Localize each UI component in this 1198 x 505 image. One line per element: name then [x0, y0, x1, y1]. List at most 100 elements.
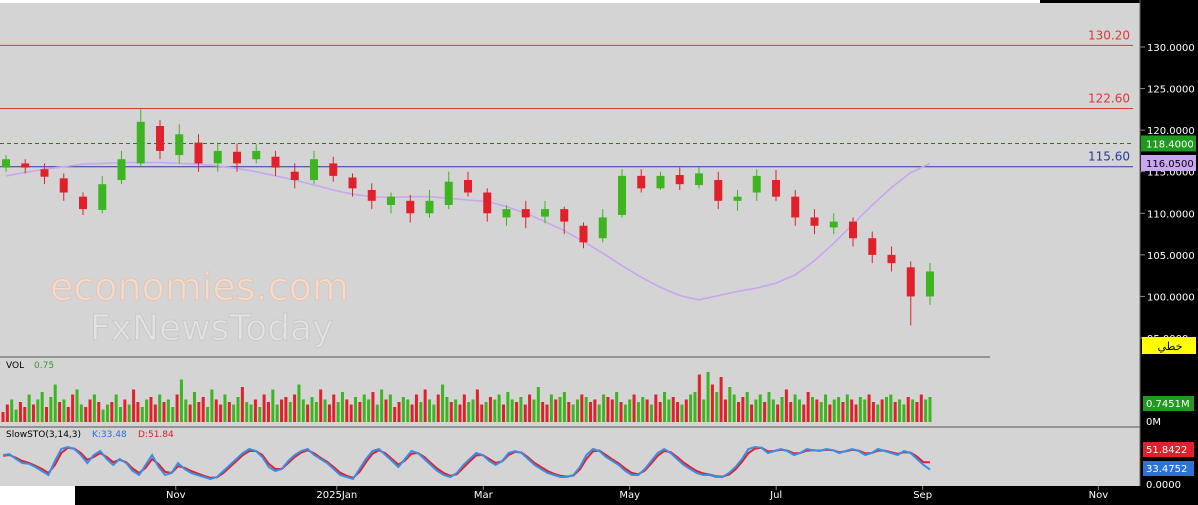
candle-body [849, 221, 857, 239]
volume-bar [166, 399, 170, 422]
volume-bar [710, 384, 714, 422]
volume-bar [771, 399, 775, 422]
volume-bar [649, 404, 653, 422]
volume-bar [119, 407, 123, 422]
volume-bar [327, 404, 331, 422]
volume-bar [397, 402, 401, 422]
volume-bar [863, 399, 867, 422]
watermark-line2: FxNewsToday [90, 308, 333, 349]
volume-bar [201, 397, 205, 422]
volume-bar [663, 392, 667, 422]
volume-bar [179, 379, 183, 422]
volume-bar [362, 394, 366, 422]
volume-bar [240, 387, 244, 422]
volume-bar [206, 407, 210, 422]
volume-bar [436, 394, 440, 422]
volume-bar [319, 389, 323, 422]
volume-bar [767, 392, 771, 422]
volume-bar [728, 387, 732, 422]
stochastic-k-label: K:33.48 [92, 430, 127, 440]
candle-body [387, 196, 395, 205]
volume-bar [175, 394, 179, 422]
volume-bar [79, 404, 83, 422]
volume-bar [737, 402, 741, 422]
volume-bar [410, 404, 414, 422]
volume-bar [110, 402, 114, 422]
volume-bar [554, 399, 558, 422]
price-badges: 118.4000 116.0500 [1141, 135, 1196, 171]
volume-bar [919, 394, 923, 422]
volume-bar [780, 397, 784, 422]
stochastic-k-line [2, 445, 931, 481]
volume-bar [832, 399, 836, 422]
volume-bar [18, 402, 22, 422]
volume-bar [49, 397, 53, 422]
candle-body [521, 209, 530, 218]
volume-bar [497, 394, 501, 422]
volume-bar [136, 402, 140, 422]
volume-zero-label: 0M [1146, 417, 1161, 428]
volume-bar [301, 399, 305, 422]
volume-badge: 0.7451M [1146, 399, 1190, 410]
mode-badge[interactable]: خطي [1158, 340, 1183, 353]
volume-bar [884, 397, 888, 422]
candle-body [59, 178, 68, 193]
candle-body [252, 150, 261, 160]
volume-bar [375, 404, 379, 422]
stochastic-d-label: D:51.84 [138, 430, 174, 440]
candle-body [560, 209, 569, 222]
candle-body [310, 159, 318, 181]
volume-bar [145, 399, 149, 422]
volume-bar [288, 402, 292, 422]
price-badge: 116.0500 [1146, 159, 1194, 170]
volume-bar [75, 389, 79, 422]
volume-bar [619, 402, 623, 422]
volume-bar [584, 397, 588, 422]
stochastic-zero-label: 0.0000 [1146, 480, 1181, 491]
volume-bar [132, 389, 136, 422]
volume-bar [10, 399, 14, 422]
volume-bar [623, 404, 627, 422]
volume-bar [62, 399, 66, 422]
volume-bar [597, 404, 601, 422]
volume-label: VOL [6, 361, 24, 371]
volume-bar [602, 394, 606, 422]
volume-bar [645, 399, 649, 422]
volume-bar [567, 402, 571, 422]
volume-bar [336, 402, 340, 422]
watermark-line1: economies.com [50, 265, 349, 309]
mode-badge-bg[interactable] [1142, 337, 1196, 354]
stochastic-k-badge-bg [1143, 461, 1194, 476]
volume-bar [589, 402, 593, 422]
candle-body [637, 175, 646, 189]
volume-bar [88, 399, 92, 422]
volume-bar [475, 389, 479, 422]
top-border-dark [1040, 0, 1140, 3]
volume-bar [123, 399, 127, 422]
volume-bar [911, 399, 915, 422]
time-tick-label: Nov [1089, 490, 1109, 501]
top-border [0, 0, 1040, 3]
candle-body [695, 173, 703, 186]
volume-bar [593, 399, 597, 422]
volume-bar [1, 412, 5, 422]
volume-bar [462, 394, 466, 422]
volume-bar [114, 394, 118, 422]
volume-bar [332, 394, 336, 422]
volume-bar [219, 404, 223, 422]
volume-bar [31, 404, 35, 422]
price-tick-label: 105.0000 [1147, 251, 1195, 262]
candle-body [329, 163, 338, 176]
volume-bar [745, 392, 749, 422]
volume-bar [510, 399, 514, 422]
volume-bar [293, 394, 297, 422]
candlesticks [2, 108, 934, 326]
volume-bar [641, 397, 645, 422]
volume-bar [754, 399, 758, 422]
candle-body [194, 142, 203, 164]
volume-bar [706, 372, 710, 422]
candle-body [598, 217, 607, 239]
volume-bar [806, 392, 810, 422]
volume-bar [310, 397, 314, 422]
